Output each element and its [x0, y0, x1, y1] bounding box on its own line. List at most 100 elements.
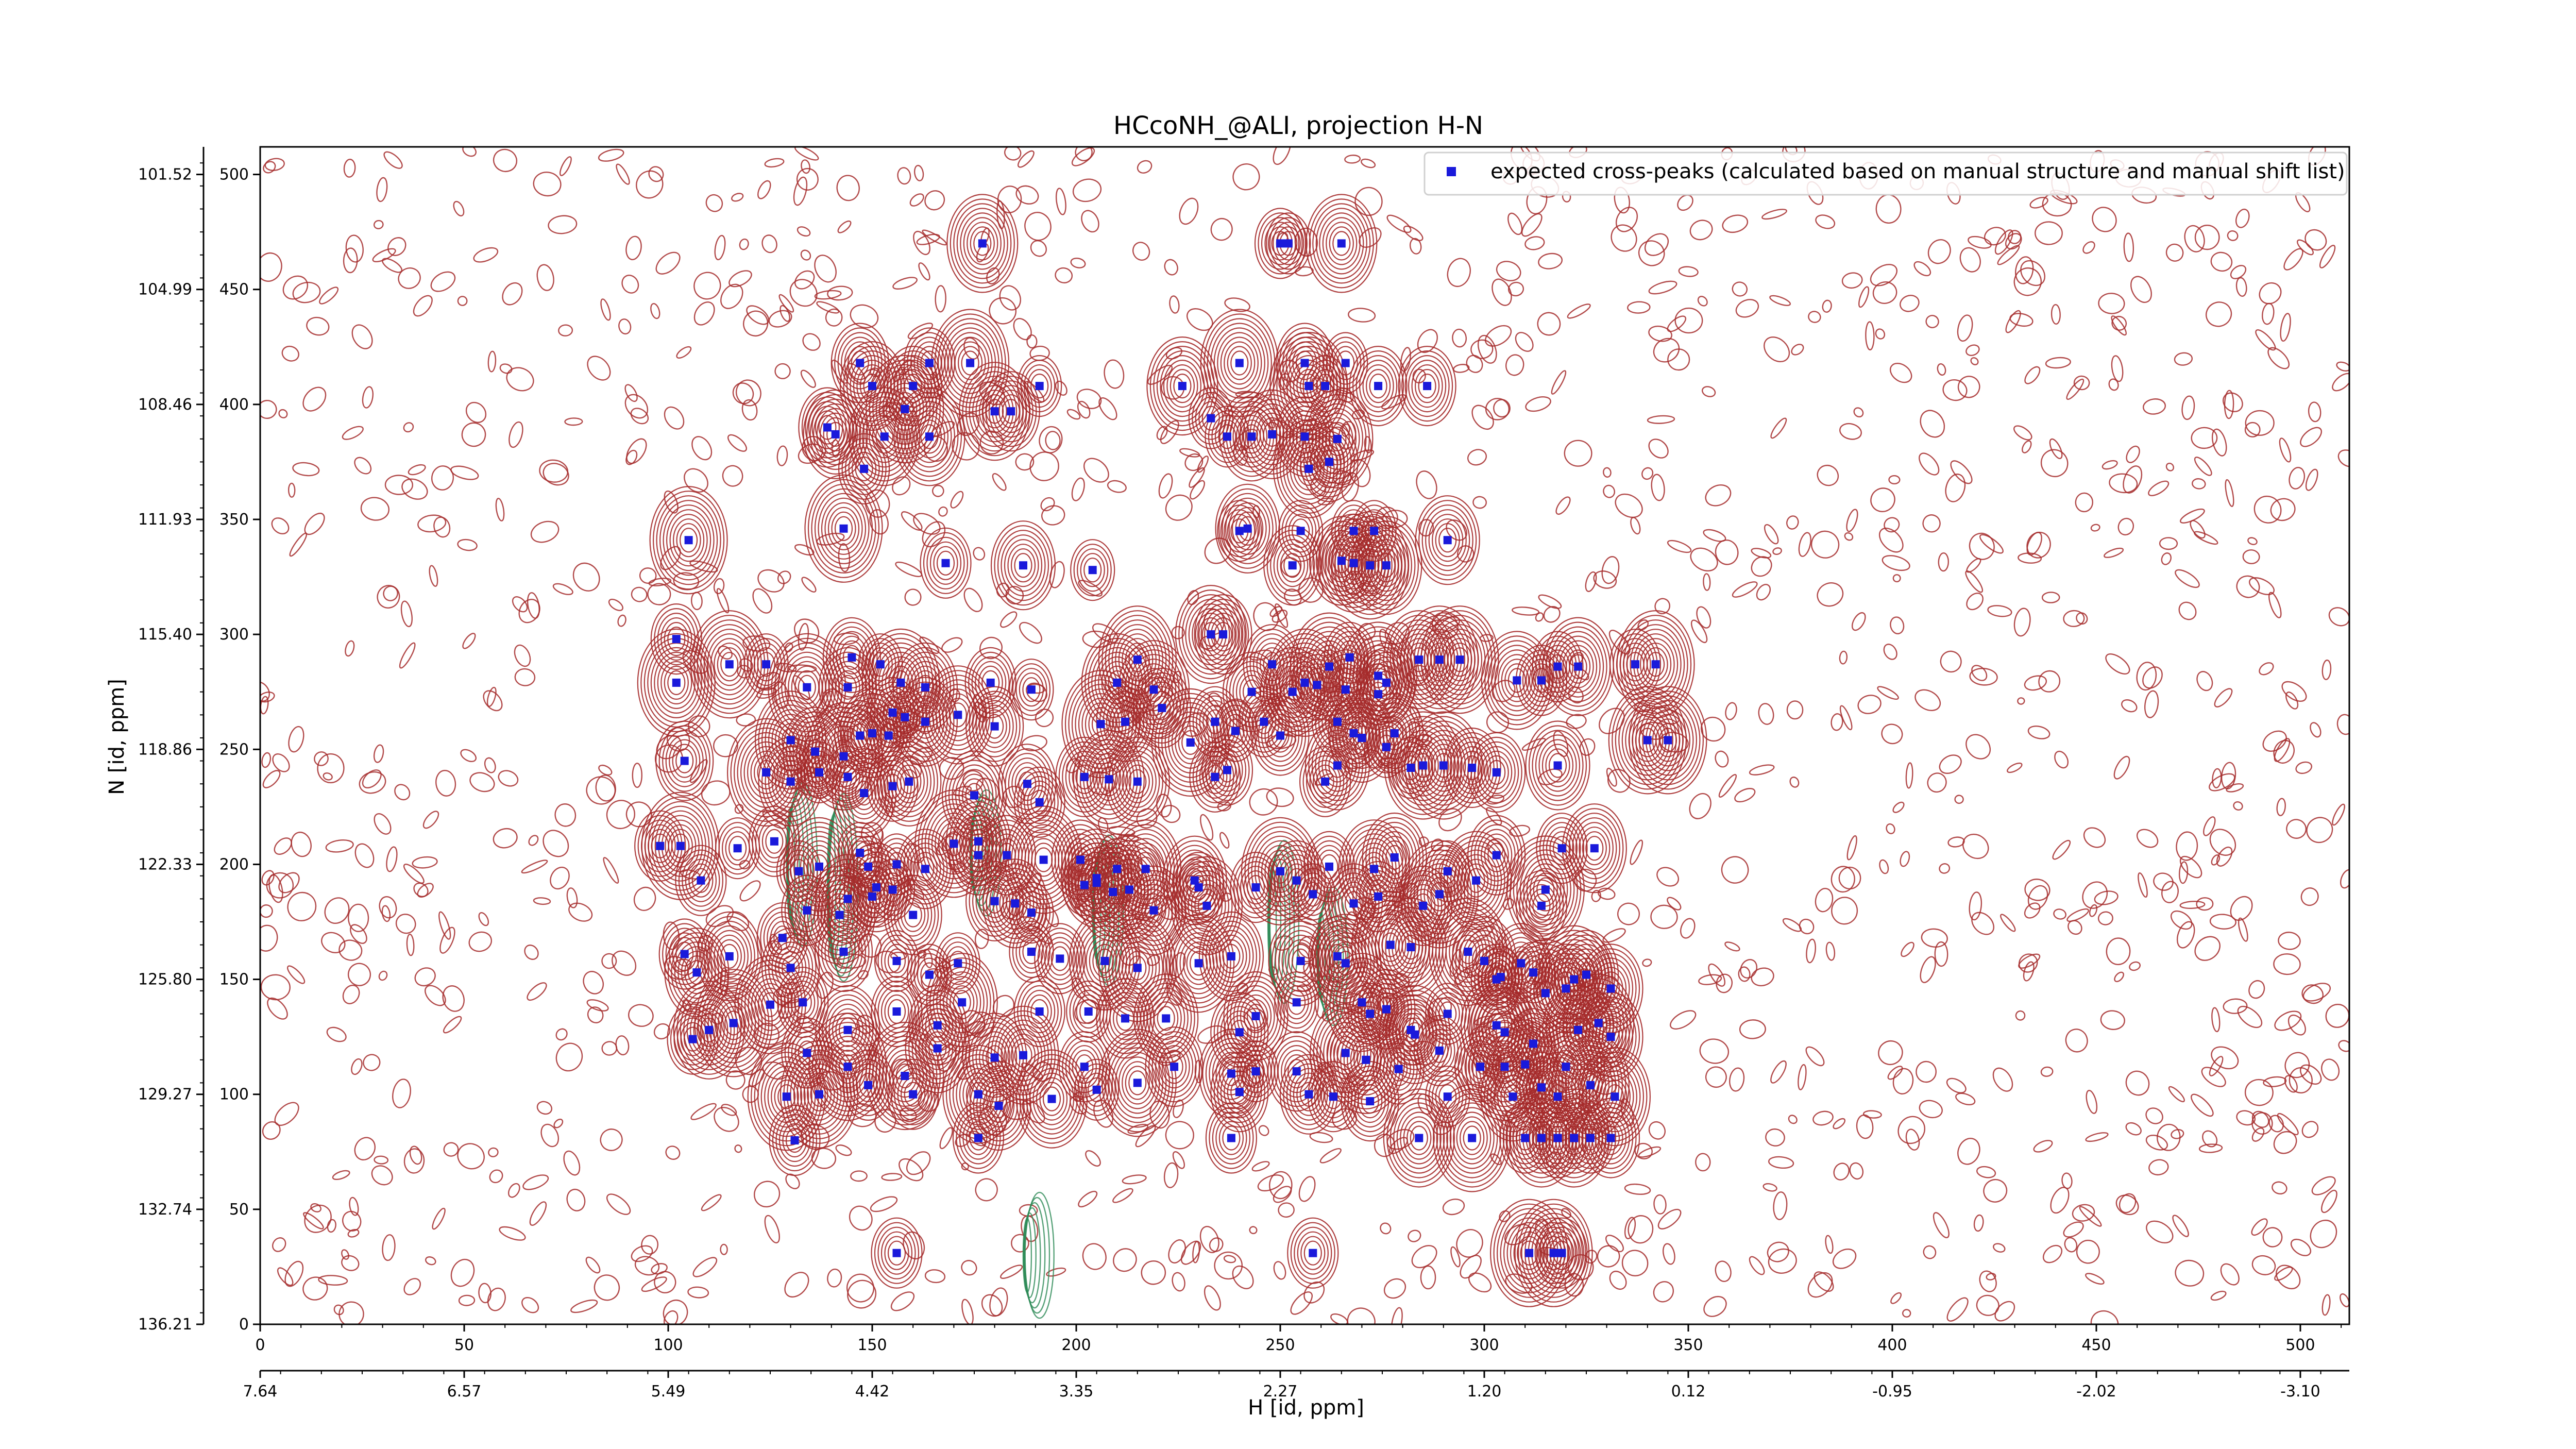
cross-peak-marker: [1325, 862, 1333, 871]
noise-contour: [2041, 592, 2060, 603]
noise-contour: [1515, 332, 1534, 352]
noise-contour: [774, 363, 791, 379]
noise-contour: [314, 751, 329, 766]
peak-contour: [1431, 748, 1456, 783]
peak-contour: [1128, 769, 1147, 794]
noise-contour: [1764, 336, 1790, 363]
noise-contour: [1937, 363, 1946, 376]
noise-contour: [2276, 1265, 2301, 1290]
noise-contour: [287, 891, 317, 921]
peak-contour: [1536, 877, 1555, 902]
peak-contour: [826, 621, 878, 693]
noise-contour: [1969, 532, 1995, 560]
peak-contour: [1197, 598, 1249, 670]
cross-peak-marker: [1651, 660, 1660, 669]
noise-contour: [1574, 869, 1597, 892]
peak-contour: [1306, 194, 1378, 293]
cross-peak-marker: [1570, 975, 1579, 984]
cross-peak-marker: [1243, 524, 1252, 533]
cross-peak-marker: [1582, 970, 1590, 979]
peak-contour: [1122, 760, 1154, 803]
noise-contour: [1892, 574, 1901, 583]
noise-contour: [1524, 236, 1545, 250]
peak-contour: [1374, 665, 1399, 700]
peak-contour: [832, 1008, 864, 1052]
peak-contour: [1166, 918, 1231, 1008]
noise-contour: [963, 587, 983, 612]
noise-contour: [2085, 1132, 2109, 1142]
peak-contour: [1287, 990, 1306, 1015]
peak-contour: [1293, 1072, 1325, 1116]
noise-contour: [1997, 245, 2020, 265]
y-tick-label: 350: [219, 511, 249, 529]
peak-contour: [1220, 1066, 1259, 1119]
noise-contour: [349, 924, 367, 944]
noise-contour: [802, 333, 821, 351]
peak-contour: [1197, 893, 1216, 918]
noise-contour: [754, 1181, 781, 1208]
noise-contour: [1197, 456, 1209, 473]
peak-contour: [1218, 757, 1236, 783]
noise-contour: [2226, 783, 2244, 793]
noise-contour: [1467, 449, 1487, 466]
noise-contour: [989, 297, 1016, 325]
noise-contour: [1180, 1240, 1201, 1265]
noise-contour: [1605, 1235, 1624, 1253]
cross-peak-marker: [1333, 761, 1342, 770]
noise-contour: [779, 305, 790, 322]
cross-peak-marker: [1084, 1007, 1093, 1016]
peak-contour: [1274, 849, 1319, 912]
noise-contour: [2144, 690, 2159, 718]
cross-peak-marker: [1472, 876, 1481, 885]
noise-contour: [1624, 1183, 1651, 1195]
peak-contour: [1411, 364, 1443, 408]
noise-contour: [1732, 281, 1748, 297]
noise-contour: [2273, 953, 2301, 975]
peak-contour: [753, 647, 779, 682]
noise-contour: [1471, 405, 1494, 430]
cross-peak-marker: [1288, 687, 1297, 696]
peak-contour: [880, 843, 913, 886]
peak-contour: [1118, 755, 1157, 808]
legend: expected cross-peaks (calculated based o…: [1423, 151, 2348, 196]
noise-contour: [2038, 670, 2061, 693]
cross-peak-marker: [672, 678, 681, 687]
noise-contour: [341, 1249, 349, 1260]
noise-contour: [2180, 508, 2205, 524]
noise-contour: [603, 857, 619, 884]
noise-contour: [1697, 296, 1708, 307]
noise-contour: [586, 999, 609, 1012]
cross-peak-marker: [1382, 678, 1391, 687]
peak-contour: [1267, 718, 1293, 753]
peak-contour: [1413, 1015, 1465, 1087]
noise-contour: [2278, 932, 2301, 950]
noise-contour: [412, 856, 438, 869]
cross-peak-marker: [1349, 559, 1358, 567]
peak-contour: [1535, 1107, 1581, 1169]
cross-peak-marker: [794, 867, 803, 875]
peak-contour: [1144, 898, 1163, 923]
peak-contour: [769, 1104, 821, 1176]
x-tick-label: 100: [653, 1336, 683, 1354]
noise-contour: [278, 409, 288, 418]
peak-contour: [920, 527, 972, 599]
peak-contour: [1564, 1102, 1616, 1174]
peak-contour: [1206, 709, 1224, 734]
noise-contour: [1862, 1110, 1882, 1119]
noise-contour: [1865, 321, 1875, 350]
peak-contour: [1248, 700, 1280, 744]
peak-contour: [862, 406, 907, 468]
noise-contour: [1579, 738, 1596, 756]
noise-contour: [1332, 1108, 1358, 1130]
noise-contour: [705, 194, 723, 212]
peak-contour: [658, 725, 710, 797]
peak-contour: [841, 437, 887, 500]
peak-contour: [978, 704, 1011, 748]
noise-contour: [1603, 484, 1615, 498]
noise-contour: [1029, 451, 1059, 481]
noise-contour: [555, 1042, 583, 1072]
peak-contour: [744, 969, 796, 1040]
noise-contour: [648, 578, 672, 586]
noise-contour: [2052, 839, 2071, 860]
peak-contour: [1343, 976, 1381, 1029]
